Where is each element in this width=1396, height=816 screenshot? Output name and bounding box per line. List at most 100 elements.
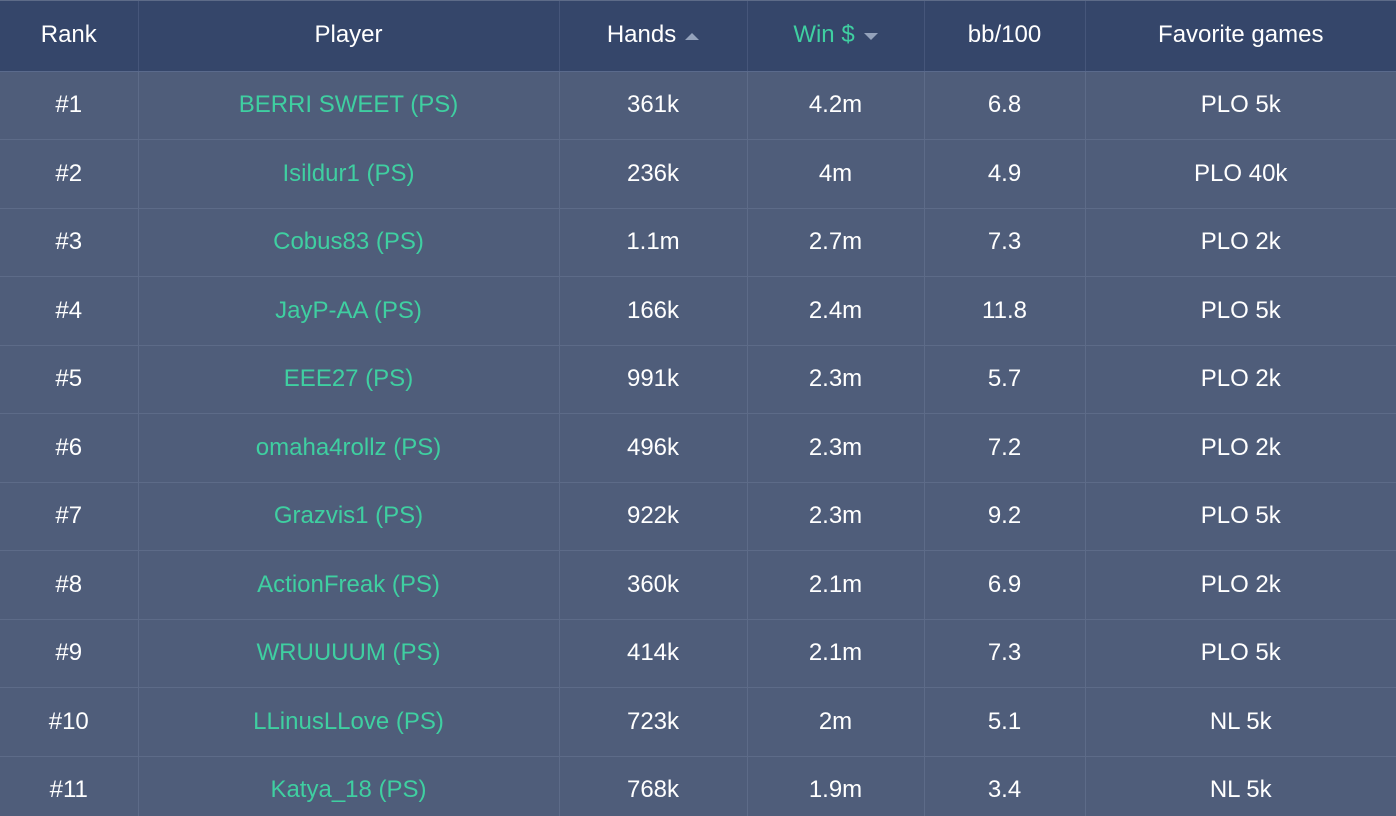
cell-bb100: 6.9: [924, 550, 1086, 620]
cell-player[interactable]: Isildur1 (PS): [138, 139, 560, 209]
cell-win: 4.2m: [747, 71, 925, 140]
header-row: Rank Player Hands Win $ bb/100 Favorite games: [0, 0, 1396, 72]
cell-bb100: 6.8: [924, 71, 1086, 140]
cell-fav: PLO 40k: [1085, 139, 1396, 209]
cell-fav: PLO 2k: [1085, 345, 1396, 414]
column-header-rank[interactable]: Rank: [0, 0, 139, 72]
cell-bb100: 5.7: [924, 345, 1086, 414]
column-header-win[interactable]: Win $: [747, 0, 925, 72]
cell-player[interactable]: WRUUUUM (PS): [138, 619, 560, 688]
cell-rank: #9: [0, 619, 139, 688]
column-header-label-win: Win $: [793, 21, 855, 49]
cell-bb100: 5.1: [924, 687, 1086, 757]
column-header-label-rank: Rank: [40, 21, 97, 49]
cell-win: 2.3m: [747, 413, 925, 483]
column-header-inner-hands: Hands: [606, 21, 700, 49]
cell-player[interactable]: Cobus83 (PS): [138, 208, 560, 277]
cell-rank: #6: [0, 413, 139, 483]
player-link[interactable]: Cobus83 (PS): [273, 228, 424, 256]
table-row[interactable]: #2 Isildur1 (PS) 236k 4m 4.9 PLO 40k: [0, 139, 1396, 209]
cell-hands: 414k: [559, 619, 748, 688]
table-row[interactable]: #11 Katya_18 (PS) 768k 1.9m 3.4 NL 5k: [0, 756, 1396, 816]
cell-fav: PLO 5k: [1085, 276, 1396, 346]
cell-player[interactable]: Katya_18 (PS): [138, 756, 560, 816]
player-link[interactable]: WRUUUUM (PS): [256, 639, 441, 667]
table-row[interactable]: #8 ActionFreak (PS) 360k 2.1m 6.9 PLO 2k: [0, 550, 1396, 620]
cell-hands: 236k: [559, 139, 748, 209]
column-header-label-fav: Favorite games: [1158, 21, 1324, 49]
player-link[interactable]: omaha4rollz (PS): [255, 433, 442, 461]
cell-hands: 496k: [559, 413, 748, 483]
cell-player[interactable]: omaha4rollz (PS): [138, 413, 560, 483]
cell-fav: NL 5k: [1085, 687, 1396, 757]
cell-win: 1.9m: [747, 756, 925, 816]
player-link[interactable]: EEE27 (PS): [283, 365, 414, 393]
cell-player[interactable]: JayP-AA (PS): [138, 276, 560, 346]
cell-bb100: 3.4: [924, 756, 1086, 816]
column-header-fav[interactable]: Favorite games: [1085, 0, 1396, 72]
cell-win: 2.7m: [747, 208, 925, 277]
cell-bb100: 11.8: [924, 276, 1086, 346]
cell-bb100: 7.2: [924, 413, 1086, 483]
cell-player[interactable]: Grazvis1 (PS): [138, 482, 560, 551]
cell-fav: PLO 5k: [1085, 71, 1396, 140]
column-header-inner-fav: Favorite games: [1158, 23, 1323, 47]
cell-hands: 922k: [559, 482, 748, 551]
player-link[interactable]: BERRI SWEET (PS): [238, 91, 459, 119]
table-row[interactable]: #3 Cobus83 (PS) 1.1m 2.7m 7.3 PLO 2k: [0, 208, 1396, 277]
table-body: #1 BERRI SWEET (PS) 361k 4.2m 6.8 PLO 5k #2 Isi…: [0, 71, 1396, 816]
cell-bb100: 7.3: [924, 208, 1086, 277]
cell-player[interactable]: LLinusLLove (PS): [138, 687, 560, 757]
table-header: Rank Player Hands Win $ bb/100 Favorite games: [0, 0, 1396, 72]
cell-win: 2.3m: [747, 482, 925, 551]
table-row[interactable]: #1 BERRI SWEET (PS) 361k 4.2m 6.8 PLO 5k: [0, 71, 1396, 140]
cell-hands: 360k: [559, 550, 748, 620]
sort-descending-icon[interactable]: [863, 32, 878, 40]
cell-player[interactable]: ActionFreak (PS): [138, 550, 560, 620]
column-header-label-hands: Hands: [606, 21, 677, 49]
table-row[interactable]: #6 omaha4rollz (PS) 496k 2.3m 7.2 PLO 2k: [0, 413, 1396, 483]
cell-fav: PLO 5k: [1085, 482, 1396, 551]
cell-fav: NL 5k: [1085, 756, 1396, 816]
player-link[interactable]: Isildur1 (PS): [282, 159, 415, 187]
sort-ascending-icon[interactable]: [685, 32, 700, 40]
cell-hands: 768k: [559, 756, 748, 816]
cell-hands: 723k: [559, 687, 748, 757]
cell-bb100: 4.9: [924, 139, 1086, 209]
player-link[interactable]: Katya_18 (PS): [270, 776, 427, 804]
cell-rank: #3: [0, 208, 139, 277]
cell-player[interactable]: EEE27 (PS): [138, 345, 560, 414]
column-header-inner-win: Win $: [793, 21, 878, 49]
column-header-label-player: Player: [314, 21, 383, 49]
cell-fav: PLO 2k: [1085, 208, 1396, 277]
player-link[interactable]: LLinusLLove (PS): [253, 707, 444, 735]
column-header-inner-rank: Rank: [41, 23, 97, 47]
cell-rank: #10: [0, 687, 139, 757]
player-link[interactable]: ActionFreak (PS): [257, 570, 440, 598]
cell-rank: #8: [0, 550, 139, 620]
column-header-hands[interactable]: Hands: [559, 0, 748, 72]
cell-rank: #4: [0, 276, 139, 346]
cell-rank: #1: [0, 71, 139, 140]
table-row[interactable]: #5 EEE27 (PS) 991k 2.3m 5.7 PLO 2k: [0, 345, 1396, 414]
cell-win: 4m: [747, 139, 925, 209]
cell-rank: #7: [0, 482, 139, 551]
cell-win: 2.3m: [747, 345, 925, 414]
cell-win: 2.1m: [747, 550, 925, 620]
column-header-inner-player: Player: [314, 23, 382, 47]
table-row[interactable]: #9 WRUUUUM (PS) 414k 2.1m 7.3 PLO 5k: [0, 619, 1396, 688]
cell-player[interactable]: BERRI SWEET (PS): [138, 71, 560, 140]
table-row[interactable]: #4 JayP-AA (PS) 166k 2.4m 11.8 PLO 5k: [0, 276, 1396, 346]
column-header-inner-bb100: bb/100: [968, 23, 1041, 47]
column-header-bb100[interactable]: bb/100: [924, 0, 1086, 72]
player-link[interactable]: Grazvis1 (PS): [273, 502, 424, 530]
table-row[interactable]: #10 LLinusLLove (PS) 723k 2m 5.1 NL 5k: [0, 687, 1396, 757]
cell-hands: 166k: [559, 276, 748, 346]
player-link[interactable]: JayP-AA (PS): [275, 296, 422, 324]
table-row[interactable]: #7 Grazvis1 (PS) 922k 2.3m 9.2 PLO 5k: [0, 482, 1396, 551]
column-header-player[interactable]: Player: [138, 0, 560, 72]
column-header-label-bb100: bb/100: [967, 21, 1042, 49]
cell-rank: #5: [0, 345, 139, 414]
cell-hands: 361k: [559, 71, 748, 140]
